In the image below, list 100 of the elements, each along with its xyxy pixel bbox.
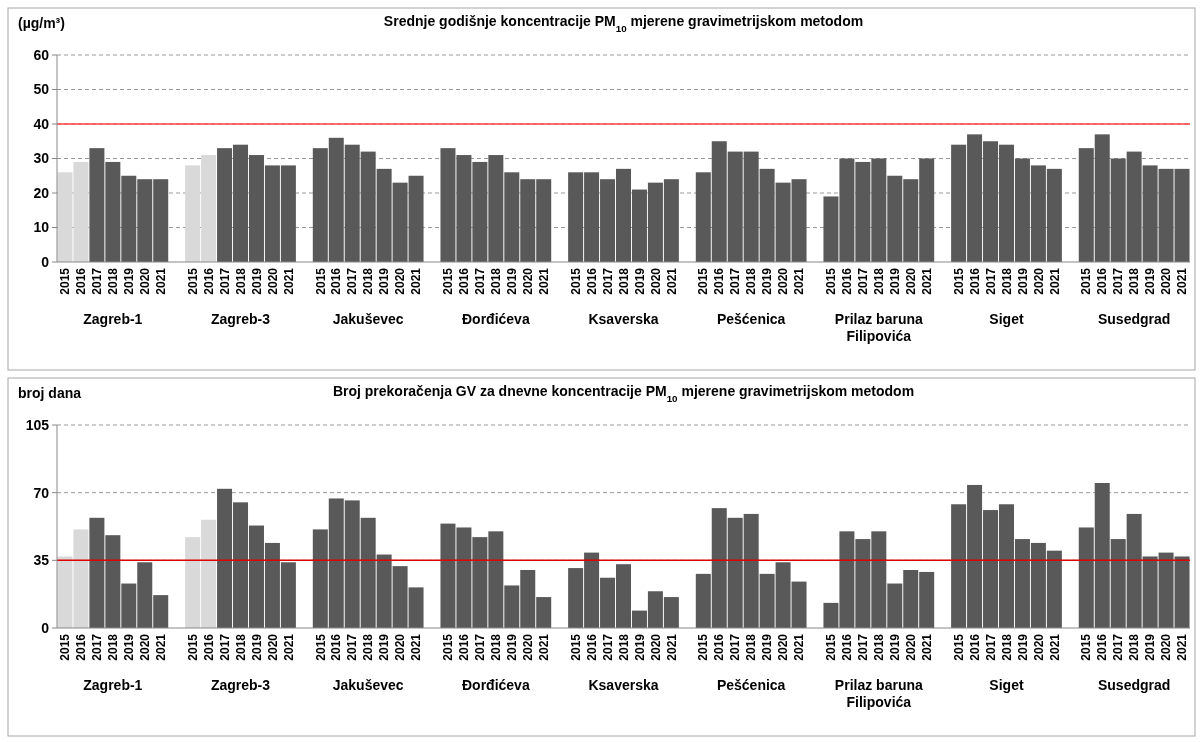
x-tick-label: 2015	[824, 633, 839, 661]
x-tick-label: 2016	[457, 633, 472, 661]
y-tick-label: 70	[33, 484, 50, 501]
x-tick-label: 2017	[983, 633, 998, 661]
x-tick-label: 2017	[473, 267, 488, 295]
x-tick-label: 2019	[377, 633, 392, 661]
x-tick-label: 2021	[1047, 267, 1062, 295]
x-tick-label: 2016	[840, 267, 855, 295]
x-tick-label: 2021	[409, 633, 424, 661]
x-tick-label: 2016	[457, 267, 472, 295]
x-tick-label: 2017	[600, 267, 615, 295]
x-tick-label: 2020	[520, 633, 535, 661]
x-tick-label: 2017	[345, 267, 360, 295]
y-tick-label: 0	[41, 253, 50, 270]
x-tick-label: 2017	[90, 633, 105, 661]
x-tick-label: 2021	[281, 267, 296, 295]
x-tick-label: 2018	[361, 633, 376, 661]
x-tick-label: 2020	[776, 633, 791, 661]
text: Ksaverska	[588, 311, 659, 327]
x-tick-label: 2017	[90, 267, 105, 295]
x-tick-label: 2019	[249, 267, 264, 295]
text: Siget	[989, 311, 1024, 327]
y-tick-label: 30	[33, 150, 50, 167]
x-tick-label: 2019	[249, 633, 264, 661]
x-tick-label: 2021	[664, 633, 679, 661]
x-tick-label: 2018	[999, 633, 1014, 661]
x-tick-label: 2015	[58, 633, 73, 661]
x-tick-label: 2021	[536, 633, 551, 661]
x-tick-label: 2015	[185, 267, 200, 295]
x-tick-label: 2016	[1095, 633, 1110, 661]
x-tick-label: 2016	[201, 267, 216, 295]
x-tick-label: 2021	[153, 633, 168, 661]
y-tick-label: 35	[33, 552, 50, 569]
x-tick-label: 2015	[568, 633, 583, 661]
x-tick-label: 2015	[1079, 267, 1094, 295]
x-tick-label: 2018	[1127, 267, 1142, 295]
x-tick-label: 2016	[329, 633, 344, 661]
x-tick-label: 2019	[887, 633, 902, 661]
text: Jakuševec	[332, 677, 404, 693]
x-tick-label: 2018	[744, 633, 759, 661]
x-tick-label: 2017	[600, 633, 615, 661]
text: Susedgrad	[1097, 311, 1171, 327]
x-tick-label: 2017	[728, 267, 743, 295]
x-tick-label: 2016	[329, 267, 344, 295]
x-tick-label: 2019	[1015, 633, 1030, 661]
text: Prilaz baruna Filipovića	[834, 311, 923, 344]
text: Siget	[989, 677, 1024, 693]
x-tick-label: 2017	[1111, 633, 1126, 661]
x-tick-label: 2020	[1031, 633, 1046, 661]
x-tick-label: 2018	[616, 267, 631, 295]
x-tick-label: 2015	[441, 267, 456, 295]
x-tick-label: 2018	[489, 633, 504, 661]
y-tick-label: 50	[33, 81, 50, 98]
text: Jakuševec	[332, 311, 404, 327]
x-tick-label: 2020	[520, 267, 535, 295]
x-tick-label: 2017	[1111, 267, 1126, 295]
text: Đorđićeva	[461, 311, 530, 327]
x-tick-label: 2019	[760, 267, 775, 295]
text: Susedgrad	[1097, 677, 1171, 693]
x-tick-label: 2017	[856, 633, 871, 661]
x-tick-label: 2019	[632, 267, 647, 295]
x-tick-label: 2016	[967, 267, 982, 295]
y-axis-title: (µg/m³)	[18, 15, 65, 31]
x-tick-label: 2021	[1175, 633, 1190, 661]
x-tick-label: 2019	[1143, 267, 1158, 295]
chart-title: Broj prekoračenja GV za dnevne koncentracije PM$_{10}$ mjerene gravimetrijskom metodom	[332, 383, 915, 404]
x-tick-label: 2016	[840, 633, 855, 661]
x-tick-label: 2018	[872, 633, 887, 661]
x-tick-label: 2020	[265, 633, 280, 661]
x-tick-label: 2021	[153, 267, 168, 295]
x-tick-label: 2021	[919, 633, 934, 661]
x-tick-label: 2021	[919, 267, 934, 295]
x-tick-label: 2015	[313, 633, 328, 661]
text: Đorđićeva	[461, 677, 530, 693]
x-tick-label: 2021	[1047, 633, 1062, 661]
text: Prilaz baruna Filipovića	[834, 677, 923, 710]
x-tick-label: 2015	[185, 633, 200, 661]
x-tick-label: 2015	[951, 267, 966, 295]
y-axis-title: broj dana	[18, 385, 82, 401]
x-tick-label: 2015	[441, 633, 456, 661]
x-tick-label: 2015	[313, 267, 328, 295]
x-tick-label: 2020	[137, 633, 152, 661]
text: Zagreb-3	[210, 311, 271, 327]
x-tick-label: 2016	[1095, 267, 1110, 295]
x-tick-label: 2015	[696, 633, 711, 661]
x-tick-label: 2017	[728, 633, 743, 661]
chart-title: Srednje godišnje koncentracije PM$_{10}$ mjerene gravimetrijskom metodom	[383, 13, 864, 34]
x-tick-label: 2018	[999, 267, 1014, 295]
x-tick-label: 2020	[137, 267, 152, 295]
x-tick-label: 2016	[584, 633, 599, 661]
x-tick-label: 2021	[281, 633, 296, 661]
y-tick-label: 10	[33, 219, 50, 236]
x-tick-label: 2016	[74, 267, 89, 295]
x-tick-label: 2018	[361, 267, 376, 295]
x-tick-label: 2015	[568, 267, 583, 295]
text: Zagreb-3	[210, 677, 271, 693]
x-tick-label: 2020	[393, 267, 408, 295]
x-tick-label: 2019	[760, 633, 775, 661]
x-tick-label: 2017	[345, 633, 360, 661]
x-tick-label: 2016	[967, 633, 982, 661]
